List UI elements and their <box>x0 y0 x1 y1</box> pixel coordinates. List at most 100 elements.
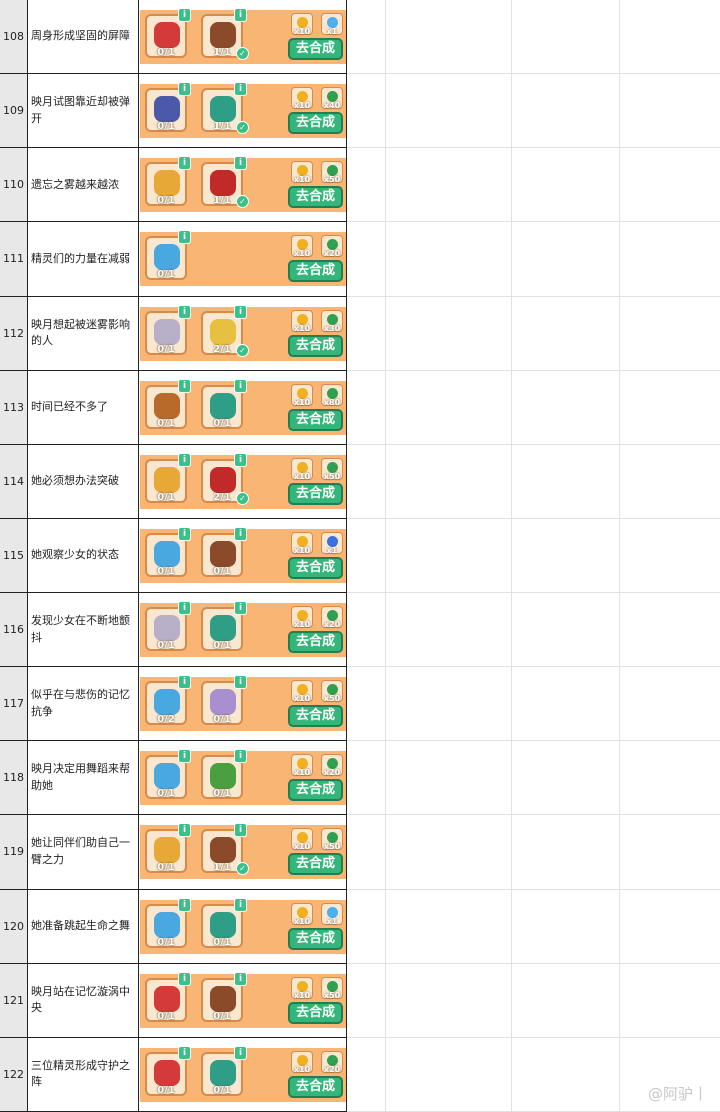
go-craft-button[interactable]: 去合成 <box>288 1001 343 1024</box>
empty-cell[interactable] <box>620 297 720 371</box>
empty-cell[interactable] <box>512 667 620 742</box>
empty-cell[interactable] <box>347 593 386 668</box>
go-craft-button[interactable]: 去合成 <box>288 556 343 579</box>
empty-cell[interactable] <box>512 963 620 1038</box>
go-craft-button[interactable]: 去合成 <box>288 260 343 283</box>
item-slot[interactable]: 0/1 i <box>201 378 247 429</box>
empty-cell[interactable] <box>386 444 512 519</box>
empty-cell[interactable] <box>620 667 720 742</box>
empty-cell[interactable] <box>347 296 386 371</box>
empty-cell[interactable] <box>347 1037 386 1112</box>
empty-cell[interactable] <box>512 148 620 223</box>
go-craft-button[interactable]: 去合成 <box>288 334 343 357</box>
go-craft-button[interactable]: 去合成 <box>288 186 343 209</box>
empty-cell[interactable] <box>347 741 386 816</box>
empty-cell[interactable] <box>347 222 386 297</box>
item-slot[interactable]: 0/1 i <box>145 526 191 577</box>
empty-cell[interactable] <box>386 815 512 890</box>
go-craft-button[interactable]: 去合成 <box>288 38 343 60</box>
item-slot[interactable]: 0/1 i <box>145 1045 191 1096</box>
item-slot[interactable]: 0/1 i <box>145 156 191 207</box>
go-craft-button[interactable]: 去合成 <box>288 408 343 431</box>
item-slot[interactable]: 2/1 i ✓ <box>201 452 249 505</box>
empty-cell[interactable] <box>386 667 512 742</box>
empty-cell[interactable] <box>620 741 720 816</box>
info-icon[interactable]: i <box>178 82 191 97</box>
empty-cell[interactable] <box>512 370 620 445</box>
info-icon[interactable]: i <box>234 823 247 838</box>
info-icon[interactable]: i <box>178 749 191 764</box>
empty-cell[interactable] <box>386 370 512 445</box>
info-icon[interactable]: i <box>234 897 247 912</box>
empty-cell[interactable] <box>386 222 512 297</box>
item-slot[interactable]: 0/1 i <box>145 378 191 429</box>
info-icon[interactable]: i <box>234 749 247 764</box>
item-slot[interactable]: 0/1 i <box>145 749 191 800</box>
item-slot[interactable]: 2/1 i ✓ <box>201 304 249 357</box>
empty-cell[interactable] <box>347 444 386 519</box>
item-slot[interactable]: 0/1 i <box>201 675 247 726</box>
empty-cell[interactable] <box>620 371 720 445</box>
empty-cell[interactable] <box>386 593 512 668</box>
item-slot[interactable]: 0/1 i <box>201 601 247 651</box>
empty-cell[interactable] <box>512 593 620 668</box>
info-icon[interactable]: i <box>234 971 247 986</box>
empty-cell[interactable] <box>620 593 720 668</box>
empty-cell[interactable] <box>620 74 720 149</box>
item-slot[interactable]: 0/1 i <box>201 897 247 948</box>
go-craft-button[interactable]: 去合成 <box>288 853 343 876</box>
info-icon[interactable]: i <box>178 230 191 245</box>
empty-cell[interactable] <box>620 148 720 223</box>
item-slot[interactable]: 1/1 i ✓ <box>201 823 249 876</box>
empty-cell[interactable] <box>512 74 620 149</box>
item-slot[interactable]: 0/1 i <box>201 1045 247 1096</box>
empty-cell[interactable] <box>512 0 620 75</box>
info-icon[interactable]: i <box>178 971 191 986</box>
info-icon[interactable]: i <box>178 156 191 171</box>
empty-cell[interactable] <box>347 0 386 75</box>
empty-cell[interactable] <box>620 964 720 1038</box>
go-craft-button[interactable]: 去合成 <box>288 779 343 802</box>
empty-cell[interactable] <box>386 1037 512 1112</box>
empty-cell[interactable] <box>386 741 512 816</box>
item-slot[interactable]: 0/1 i <box>145 230 191 281</box>
item-slot[interactable]: 0/1 i <box>145 82 191 133</box>
empty-cell[interactable] <box>347 74 386 149</box>
empty-cell[interactable] <box>620 815 720 890</box>
empty-cell[interactable] <box>386 518 512 593</box>
info-icon[interactable]: i <box>178 8 191 22</box>
empty-cell[interactable] <box>512 444 620 519</box>
info-icon[interactable]: i <box>178 601 191 615</box>
item-slot[interactable]: 0/1 i <box>145 897 191 948</box>
go-craft-button[interactable]: 去合成 <box>288 482 343 505</box>
empty-cell[interactable] <box>347 148 386 223</box>
empty-cell[interactable] <box>347 963 386 1038</box>
info-icon[interactable]: i <box>234 1045 247 1060</box>
info-icon[interactable]: i <box>234 156 247 171</box>
empty-cell[interactable] <box>386 889 512 964</box>
go-craft-button[interactable]: 去合成 <box>288 927 343 950</box>
empty-cell[interactable] <box>620 445 720 519</box>
info-icon[interactable]: i <box>178 1045 191 1060</box>
empty-cell[interactable] <box>386 296 512 371</box>
item-slot[interactable]: 0/1 i <box>145 823 191 874</box>
empty-cell[interactable] <box>386 963 512 1038</box>
item-slot[interactable]: 0/1 i <box>145 304 191 355</box>
empty-cell[interactable] <box>512 1037 620 1112</box>
go-craft-button[interactable]: 去合成 <box>288 1075 343 1098</box>
empty-cell[interactable] <box>347 667 386 742</box>
item-slot[interactable]: 1/1 i ✓ <box>201 82 249 135</box>
info-icon[interactable]: i <box>234 304 247 319</box>
empty-cell[interactable] <box>347 370 386 445</box>
info-icon[interactable]: i <box>234 675 247 690</box>
info-icon[interactable]: i <box>234 8 247 22</box>
empty-cell[interactable] <box>620 0 720 75</box>
item-slot[interactable]: 1/1 i ✓ <box>201 8 249 60</box>
item-slot[interactable]: 1/1 i ✓ <box>201 156 249 209</box>
info-icon[interactable]: i <box>178 304 191 319</box>
go-craft-button[interactable]: 去合成 <box>288 112 343 135</box>
item-slot[interactable]: 0/1 i <box>145 8 191 58</box>
empty-cell[interactable] <box>386 148 512 223</box>
empty-cell[interactable] <box>620 1038 720 1112</box>
info-icon[interactable]: i <box>178 823 191 838</box>
